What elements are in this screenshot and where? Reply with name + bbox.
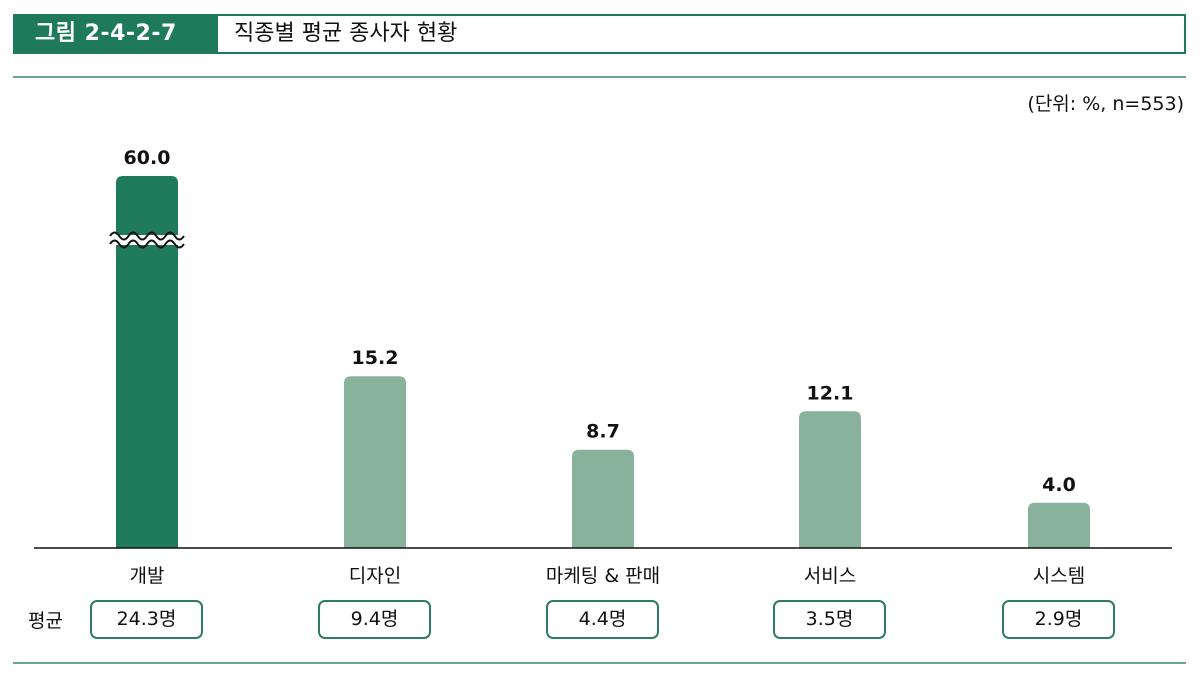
bar-2 — [344, 376, 406, 548]
category-label: 개발 — [130, 565, 165, 587]
category-label: 디자인 — [349, 565, 401, 587]
category-label: 시스템 — [1033, 565, 1085, 587]
average-value-box: 24.3명 — [90, 600, 203, 639]
average-value-box: 3.5명 — [773, 600, 886, 639]
bar-value-label: 60.0 — [124, 147, 171, 169]
average-row-label: 평균 — [28, 610, 63, 632]
top-divider — [13, 76, 1186, 78]
average-value-box: 2.9명 — [1002, 600, 1115, 639]
category-label: 마케팅 & 판매 — [546, 565, 660, 587]
figure-header: 그림 2-4-2-7 직종별 평균 종사자 현황 — [13, 14, 1186, 54]
figure-number-tag: 그림 2-4-2-7 — [13, 14, 216, 54]
figure-title: 직종별 평균 종사자 현황 — [234, 21, 458, 46]
average-value-box: 4.4명 — [546, 600, 659, 639]
bar-value-label: 4.0 — [1042, 474, 1076, 496]
axis-break-line — [109, 239, 185, 249]
category-label: 서비스 — [804, 565, 856, 587]
bar-4 — [799, 411, 861, 548]
bar-5 — [1028, 502, 1090, 548]
bar-value-label: 15.2 — [352, 347, 399, 369]
axis-break-line — [109, 231, 185, 241]
bar-1 — [116, 176, 178, 548]
bar-value-label: 12.1 — [807, 382, 854, 404]
bottom-divider — [13, 662, 1186, 664]
unit-note: (단위: %, n=553) — [1027, 93, 1184, 115]
figure-title-box: 직종별 평균 종사자 현황 — [216, 14, 1186, 54]
bar-value-label: 8.7 — [586, 421, 620, 443]
bar-3 — [572, 449, 634, 548]
average-value-box: 9.4명 — [318, 600, 431, 639]
